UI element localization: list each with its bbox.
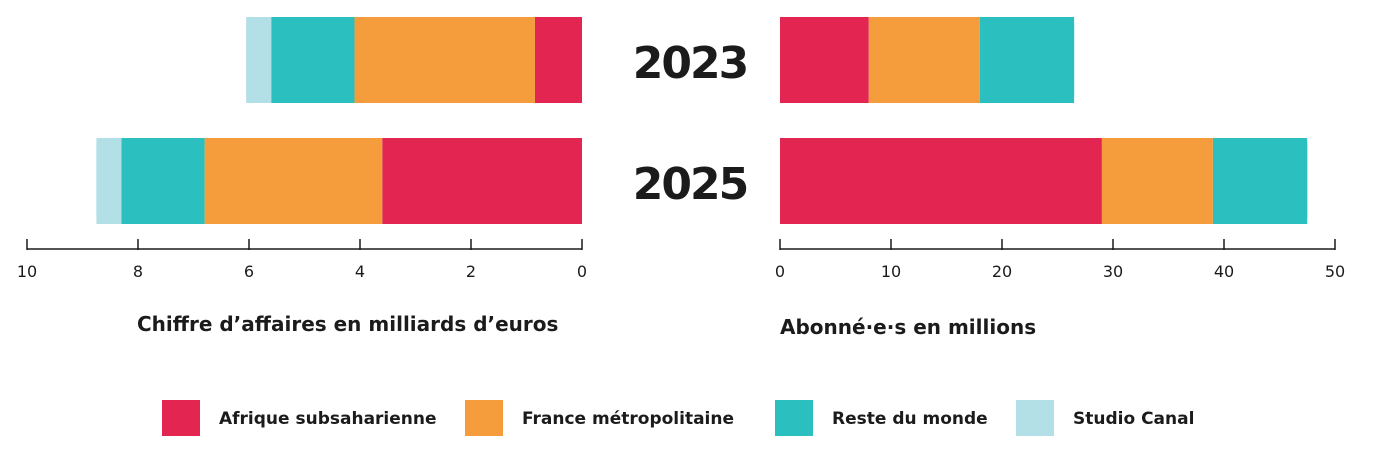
revenue-bar-2023-afrique-subsaharienne [534, 17, 582, 103]
subscriber-bars [780, 17, 1308, 224]
revenue-bar-2025-reste-du-monde [121, 138, 205, 224]
legend-label-studio-canal: Studio Canal [1073, 409, 1194, 429]
subscribers-tick-label-10: 10 [881, 262, 901, 281]
subscribers-bar-cap-2023 [1060, 17, 1075, 103]
subscribers-tick-label-30: 30 [1103, 262, 1123, 281]
revenue-axis-title: Chiffre d’affaires en milliards d’euros [137, 312, 558, 336]
subscribers-bar-2025-afrique-subsaharienne [780, 138, 1102, 224]
subscribers-bar-2023-reste-du-monde [979, 17, 1075, 103]
revenue-tick-label-8: 8 [133, 262, 143, 281]
subscribers-bar-2023-france-metropolitaine [868, 17, 980, 103]
revenue-tick-label-0: 0 [577, 262, 587, 281]
subscribers-tick-label-50: 50 [1325, 262, 1345, 281]
revenue-bar-2025-france-metropolitaine [204, 138, 383, 224]
year-label-2025: 2025 [633, 159, 747, 210]
revenue-tick-label-4: 4 [355, 262, 365, 281]
subscribers-bar-2023-afrique-subsaharienne [780, 17, 869, 103]
legend-swatch-france-metropolitaine [465, 400, 503, 436]
revenue-bar-2023-reste-du-monde [271, 17, 355, 103]
subscribers-axis-title: Abonné·e·s en millions [780, 315, 1036, 339]
legend-label-reste-du-monde: Reste du monde [832, 409, 988, 429]
revenue-tick-label-10: 10 [17, 262, 37, 281]
subscribers-bar-2025-france-metropolitaine [1101, 138, 1213, 224]
subscribers-tick-label-0: 0 [775, 262, 785, 281]
revenue-axis: 10 8 6 4 2 0 [17, 239, 587, 281]
revenue-bar-cap-2025 [96, 138, 111, 224]
legend-swatch-studio-canal [1016, 400, 1054, 436]
revenue-bars [96, 17, 582, 224]
subscribers-bar-cap-2025 [1293, 138, 1308, 224]
legend-swatch-afrique-subsaharienne [162, 400, 200, 436]
legend-swatch-reste-du-monde [775, 400, 813, 436]
revenue-bar-cap-2023 [246, 17, 261, 103]
legend-label-afrique-subsaharienne: Afrique subsaharienne [219, 409, 437, 429]
subscribers-tick-label-40: 40 [1214, 262, 1234, 281]
revenue-bar-2025-afrique-subsaharienne [382, 138, 582, 224]
legend-label-france-metropolitaine: France métropolitaine [522, 409, 734, 429]
year-label-2023: 2023 [633, 38, 747, 89]
subscribers-tick-label-20: 20 [992, 262, 1012, 281]
subscribers-axis: 0 10 20 30 40 50 [775, 239, 1345, 281]
legend: Afrique subsaharienne France métropolitai… [162, 400, 1194, 436]
revenue-tick-label-6: 6 [244, 262, 254, 281]
revenue-tick-label-2: 2 [466, 262, 476, 281]
revenue-bar-2023-france-metropolitaine [354, 17, 535, 103]
subscribers-bar-2025-reste-du-monde [1212, 138, 1308, 224]
